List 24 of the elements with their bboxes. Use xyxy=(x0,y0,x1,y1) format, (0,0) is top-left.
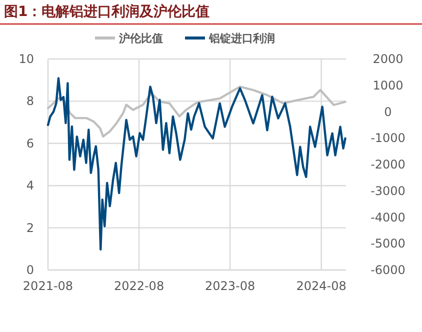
x-tick-label: 2024-08 xyxy=(296,279,346,293)
x-tick-label: 2022-08 xyxy=(114,279,164,293)
x-tick-label: 2023-08 xyxy=(204,279,256,293)
y2-tick-label: -6000 xyxy=(370,263,406,277)
y2-tick-label: 2000 xyxy=(372,52,404,66)
y2-tick-label: -1000 xyxy=(370,131,406,146)
y2-tick-label: 1000 xyxy=(372,78,404,92)
legend-label: 铝锭进口利润 xyxy=(208,32,275,45)
legend-label: 沪伦比值 xyxy=(118,32,163,45)
y-tick-label: 8 xyxy=(26,94,34,108)
line-series xyxy=(46,77,346,251)
y2-tick-label: -4000 xyxy=(370,210,406,224)
line-series xyxy=(46,86,346,138)
x-tick-label: 2021-08 xyxy=(22,279,74,293)
y2-tick-label: -3000 xyxy=(370,184,406,198)
y-tick-label: 4 xyxy=(26,178,34,193)
chart-title: 图1：电解铝进口利润及沪伦比值 xyxy=(4,3,210,20)
y2-tick-label: 0 xyxy=(384,104,392,119)
y-tick-label: 10 xyxy=(18,52,34,66)
y-tick-label: 0 xyxy=(26,263,34,277)
y2-tick-label: -5000 xyxy=(370,236,406,251)
y-tick-label: 6 xyxy=(26,136,34,150)
y-tick-label: 2 xyxy=(26,220,34,235)
y2-tick-label: -2000 xyxy=(370,158,406,172)
